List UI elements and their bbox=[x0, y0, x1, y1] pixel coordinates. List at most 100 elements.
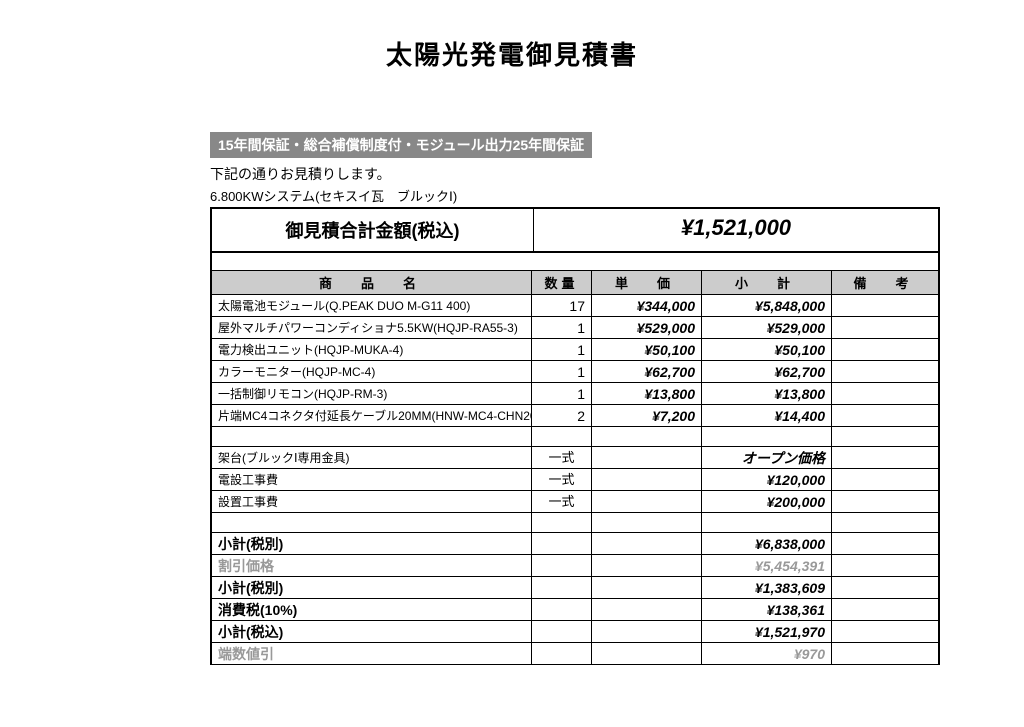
item-name: 太陽電池モジュール(Q.PEAK DUO M-G11 400) bbox=[212, 295, 532, 316]
summary-label: 消費税(10%) bbox=[212, 599, 532, 620]
summary-row: 消費税(10%) ¥138,361 bbox=[210, 599, 940, 621]
empty-row-2 bbox=[210, 513, 940, 533]
item-subtotal: ¥529,000 bbox=[702, 317, 832, 338]
summary-price bbox=[592, 533, 702, 554]
intro-text-2: 6.800KWシステム(セキスイ瓦 ブルックⅠ) bbox=[210, 186, 940, 205]
table-row: カラーモニター(HQJP-MC-4)1¥62,700¥62,700 bbox=[210, 361, 940, 383]
summary-qty bbox=[532, 643, 592, 664]
summary-value: ¥6,838,000 bbox=[702, 533, 832, 554]
item-qty: 1 bbox=[532, 317, 592, 338]
item-price: ¥7,200 bbox=[592, 405, 702, 426]
summary-price bbox=[592, 577, 702, 598]
set-items-container: 架台(ブルックⅠ専用金具)一式オープン価格電設工事費一式¥120,000設置工事… bbox=[210, 447, 940, 513]
table-header: 商 品 名 数量 単 価 小 計 備 考 bbox=[210, 271, 940, 295]
item-name: 電力検出ユニット(HQJP-MUKA-4) bbox=[212, 339, 532, 360]
items-container: 太陽電池モジュール(Q.PEAK DUO M-G11 400)17¥344,00… bbox=[210, 295, 940, 427]
summary-row: 小計(税込) ¥1,521,970 bbox=[210, 621, 940, 643]
item-qty: 一式 bbox=[532, 491, 592, 512]
summary-qty bbox=[532, 599, 592, 620]
summary-label: 小計(税込) bbox=[212, 621, 532, 642]
item-price: ¥529,000 bbox=[592, 317, 702, 338]
table-row: 電設工事費一式 ¥120,000 bbox=[210, 469, 940, 491]
summary-row: 割引価格 ¥5,454,391 bbox=[210, 555, 940, 577]
item-qty: 2 bbox=[532, 405, 592, 426]
item-subtotal: ¥13,800 bbox=[702, 383, 832, 404]
warranty-banner: 15年間保証・総合補償制度付・モジュール出力25年間保証 bbox=[210, 132, 592, 158]
table-row: 架台(ブルックⅠ専用金具)一式 オープン価格 bbox=[210, 447, 940, 469]
summary-qty bbox=[532, 577, 592, 598]
item-note bbox=[832, 383, 938, 404]
item-qty: 1 bbox=[532, 383, 592, 404]
item-note bbox=[832, 295, 938, 316]
item-qty: 一式 bbox=[532, 469, 592, 490]
summary-note bbox=[832, 621, 938, 642]
item-name: 屋外マルチパワーコンディショナ5.5KW(HQJP-RA55-3) bbox=[212, 317, 532, 338]
empty-row bbox=[210, 427, 940, 447]
summary-note bbox=[832, 533, 938, 554]
summary-value: ¥5,454,391 bbox=[702, 555, 832, 576]
spacer bbox=[210, 253, 940, 271]
item-qty: 一式 bbox=[532, 447, 592, 468]
item-subtotal: ¥62,700 bbox=[702, 361, 832, 382]
item-subtotal: ¥50,100 bbox=[702, 339, 832, 360]
content-area: 15年間保証・総合補償制度付・モジュール出力25年間保証 下記の通りお見積りしま… bbox=[210, 132, 940, 665]
item-price bbox=[592, 491, 702, 512]
summary-qty bbox=[532, 555, 592, 576]
summary-price bbox=[592, 599, 702, 620]
item-subtotal: ¥5,848,000 bbox=[702, 295, 832, 316]
summary-value: ¥1,383,609 bbox=[702, 577, 832, 598]
header-name: 商 品 名 bbox=[212, 271, 532, 294]
item-note bbox=[832, 491, 938, 512]
summary-value: ¥138,361 bbox=[702, 599, 832, 620]
item-note bbox=[832, 447, 938, 468]
item-price: ¥62,700 bbox=[592, 361, 702, 382]
header-qty: 数量 bbox=[532, 271, 592, 294]
total-label: 御見積合計金額(税込) bbox=[212, 209, 534, 251]
table-row: 片端MC4コネクタ付延長ケーブル20MM(HNW-MC4-CHN20)2¥7,2… bbox=[210, 405, 940, 427]
summary-note bbox=[832, 555, 938, 576]
summary-label: 小計(税別) bbox=[212, 533, 532, 554]
item-subtotal: ¥120,000 bbox=[702, 469, 832, 490]
table-row: 屋外マルチパワーコンディショナ5.5KW(HQJP-RA55-3)1¥529,0… bbox=[210, 317, 940, 339]
document-title: 太陽光発電御見積書 bbox=[60, 35, 964, 72]
summary-value: ¥1,521,970 bbox=[702, 621, 832, 642]
summary-container: 小計(税別) ¥6,838,000 割引価格 ¥5,454,391 小計(税別) ¥1,3… bbox=[210, 533, 940, 665]
header-subtotal: 小 計 bbox=[702, 271, 832, 294]
item-price bbox=[592, 469, 702, 490]
item-price: ¥13,800 bbox=[592, 383, 702, 404]
item-price: ¥344,000 bbox=[592, 295, 702, 316]
summary-qty bbox=[532, 533, 592, 554]
summary-note bbox=[832, 599, 938, 620]
item-note bbox=[832, 469, 938, 490]
item-subtotal: オープン価格 bbox=[702, 447, 832, 468]
item-note bbox=[832, 317, 938, 338]
summary-label: 小計(税別) bbox=[212, 577, 532, 598]
summary-note bbox=[832, 643, 938, 664]
summary-label: 割引価格 bbox=[212, 555, 532, 576]
item-name: 設置工事費 bbox=[212, 491, 532, 512]
summary-value: ¥970 bbox=[702, 643, 832, 664]
table-row: 太陽電池モジュール(Q.PEAK DUO M-G11 400)17¥344,00… bbox=[210, 295, 940, 317]
header-note: 備 考 bbox=[832, 271, 938, 294]
item-subtotal: ¥200,000 bbox=[702, 491, 832, 512]
total-amount: ¥1,521,000 bbox=[534, 209, 938, 251]
item-price bbox=[592, 447, 702, 468]
item-name: 架台(ブルックⅠ専用金具) bbox=[212, 447, 532, 468]
summary-price bbox=[592, 643, 702, 664]
summary-price bbox=[592, 555, 702, 576]
table-row: 一括制御リモコン(HQJP-RM-3)1¥13,800¥13,800 bbox=[210, 383, 940, 405]
item-price: ¥50,100 bbox=[592, 339, 702, 360]
item-subtotal: ¥14,400 bbox=[702, 405, 832, 426]
item-qty: 1 bbox=[532, 339, 592, 360]
summary-label: 端数値引 bbox=[212, 643, 532, 664]
item-note bbox=[832, 405, 938, 426]
table-row: 設置工事費一式 ¥200,000 bbox=[210, 491, 940, 513]
item-qty: 1 bbox=[532, 361, 592, 382]
summary-qty bbox=[532, 621, 592, 642]
item-name: 片端MC4コネクタ付延長ケーブル20MM(HNW-MC4-CHN20) bbox=[212, 405, 532, 426]
summary-note bbox=[832, 577, 938, 598]
item-name: カラーモニター(HQJP-MC-4) bbox=[212, 361, 532, 382]
summary-row: 端数値引 ¥970 bbox=[210, 643, 940, 665]
item-name: 電設工事費 bbox=[212, 469, 532, 490]
item-name: 一括制御リモコン(HQJP-RM-3) bbox=[212, 383, 532, 404]
